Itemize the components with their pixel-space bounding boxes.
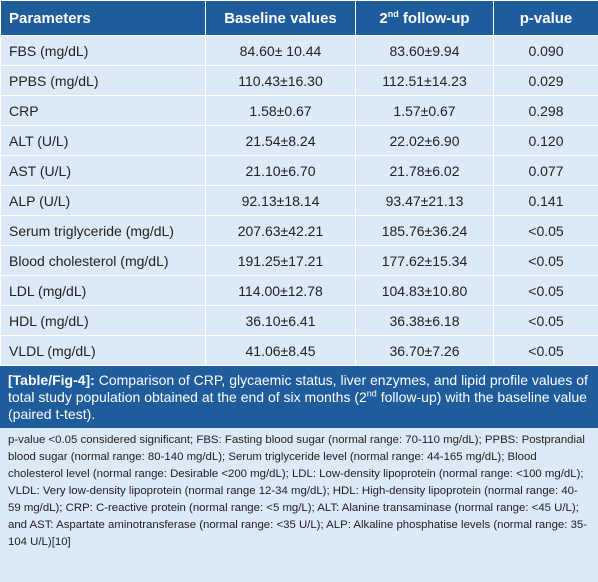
cell-baseline: 21.54±8.24	[205, 125, 356, 156]
table-row: CRP 1.58±0.67 1.57±0.67 0.298	[0, 95, 598, 126]
table-caption: [Table/Fig-4]: Comparison of CRP, glycae…	[0, 366, 598, 428]
cell-followup: 104.83±10.80	[355, 275, 494, 306]
cell-followup: 112.51±14.23	[355, 65, 494, 96]
cell-pvalue: 0.298	[493, 95, 598, 126]
cell-pvalue: 0.077	[493, 155, 598, 186]
cell-pvalue: <0.05	[493, 245, 598, 276]
cell-pvalue: <0.05	[493, 305, 598, 336]
cell-baseline: 41.06±8.45	[205, 335, 356, 366]
table-header-row: Parameters Baseline values 2nd follow-up…	[0, 0, 598, 36]
table-row: LDL (mg/dL) 114.00±12.78 104.83±10.80 <0…	[0, 275, 598, 306]
cell-baseline: 191.25±17.21	[205, 245, 356, 276]
caption-ordinal: nd	[366, 388, 377, 399]
cell-followup: 36.70±7.26	[355, 335, 494, 366]
cell-followup: 83.60±9.94	[355, 35, 494, 66]
cell-pvalue: <0.05	[493, 215, 598, 246]
table-row: VLDL (mg/dL) 41.06±8.45 36.70±7.26 <0.05	[0, 335, 598, 366]
table-row: PPBS (mg/dL) 110.43±16.30 112.51±14.23 0…	[0, 65, 598, 96]
header-pvalue: p-value	[493, 0, 598, 36]
cell-parameter: AST (U/L)	[0, 155, 206, 186]
cell-parameter: PPBS (mg/dL)	[0, 65, 206, 96]
data-table: Parameters Baseline values 2nd follow-up…	[0, 0, 598, 366]
cell-pvalue: 0.120	[493, 125, 598, 156]
header-followup-ordinal: nd	[387, 8, 399, 19]
caption-label: [Table/Fig-4]:	[8, 372, 95, 388]
cell-baseline: 1.58±0.67	[205, 95, 356, 126]
table-row: Blood cholesterol (mg/dL) 191.25±17.21 1…	[0, 245, 598, 276]
header-followup: 2nd follow-up	[355, 0, 494, 36]
cell-followup: 185.76±36.24	[355, 215, 494, 246]
header-baseline: Baseline values	[205, 0, 356, 36]
cell-parameter: Blood cholesterol (mg/dL)	[0, 245, 206, 276]
header-followup-number: 2	[379, 9, 388, 27]
cell-pvalue: 0.090	[493, 35, 598, 66]
cell-parameter: LDL (mg/dL)	[0, 275, 206, 306]
caption-text-a: Comparison of CRP, glycaemic status, liv…	[8, 372, 588, 405]
cell-pvalue: <0.05	[493, 275, 598, 306]
cell-followup: 93.47±21.13	[355, 185, 494, 216]
cell-followup: 36.38±6.18	[355, 305, 494, 336]
cell-parameter: VLDL (mg/dL)	[0, 335, 206, 366]
table-row: HDL (mg/dL) 36.10±6.41 36.38±6.18 <0.05	[0, 305, 598, 336]
table-footnotes: p-value <0.05 considered significant; FB…	[8, 434, 588, 548]
cell-baseline: 207.63±42.21	[205, 215, 356, 246]
cell-baseline: 110.43±16.30	[205, 65, 356, 96]
cell-baseline: 84.60± 10.44	[205, 35, 356, 66]
cell-parameter: FBS (mg/dL)	[0, 35, 206, 66]
cell-pvalue: 0.029	[493, 65, 598, 96]
caption-text-b: follow-up) with the baseline value (pair…	[8, 389, 587, 422]
cell-followup: 1.57±0.67	[355, 95, 494, 126]
cell-baseline: 36.10±6.41	[205, 305, 356, 336]
cell-pvalue: 0.141	[493, 185, 598, 216]
table-row: ALP (U/L) 92.13±18.14 93.47±21.13 0.141	[0, 185, 598, 216]
cell-followup: 21.78±6.02	[355, 155, 494, 186]
table-row: ALT (U/L) 21.54±8.24 22.02±6.90 0.120	[0, 125, 598, 156]
table-row: FBS (mg/dL) 84.60± 10.44 83.60±9.94 0.09…	[0, 35, 598, 66]
cell-baseline: 92.13±18.14	[205, 185, 356, 216]
cell-parameter: Serum triglyceride (mg/dL)	[0, 215, 206, 246]
header-parameters: Parameters	[0, 0, 206, 36]
cell-parameter: ALT (U/L)	[0, 125, 206, 156]
cell-followup: 177.62±15.34	[355, 245, 494, 276]
cell-baseline: 21.10±6.70	[205, 155, 356, 186]
cell-parameter: ALP (U/L)	[0, 185, 206, 216]
header-followup-label: follow-up	[398, 9, 470, 27]
table-row: Serum triglyceride (mg/dL) 207.63±42.21 …	[0, 215, 598, 246]
cell-parameter: CRP	[0, 95, 206, 126]
cell-parameter: HDL (mg/dL)	[0, 305, 206, 336]
table-row: AST (U/L) 21.10±6.70 21.78±6.02 0.077	[0, 155, 598, 186]
cell-followup: 22.02±6.90	[355, 125, 494, 156]
cell-pvalue: <0.05	[493, 335, 598, 366]
cell-baseline: 114.00±12.78	[205, 275, 356, 306]
